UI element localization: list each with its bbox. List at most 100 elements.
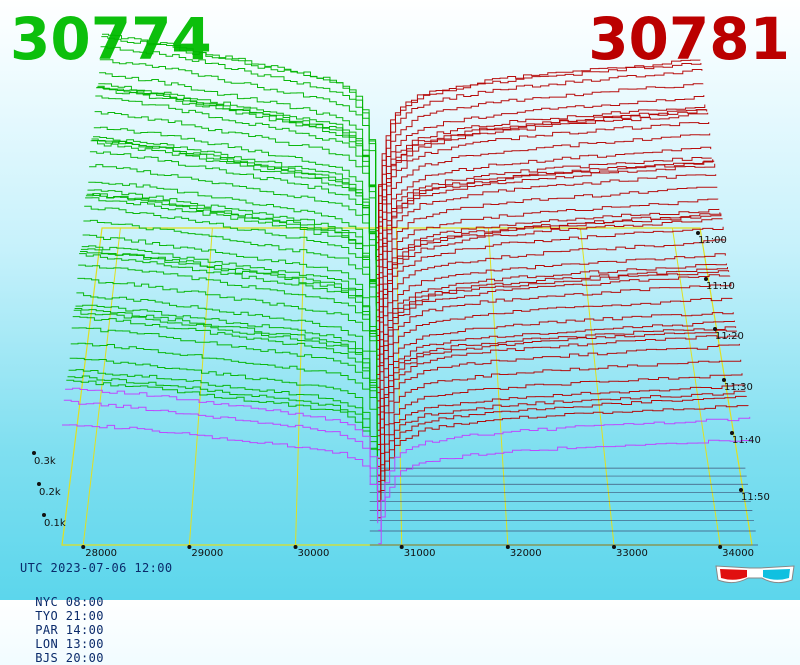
bid-depth-curve [96,87,377,261]
ask-depth-curve [378,384,744,492]
ask-depth-curve [377,213,722,356]
ask-depth-curve [377,343,740,467]
ask-depth-curve [377,274,731,409]
ask-depth-curve [377,312,734,431]
ask-depth-curve [376,63,702,232]
price-tick-label: 30000 [298,548,330,559]
bid-depth-curve [99,72,377,249]
ask-depth-curve [376,104,706,257]
bid-depth-curve [67,375,378,501]
price-tick-mark [505,545,510,549]
3d-glasses-icon[interactable] [714,560,796,590]
timezone-row: NYC 08:00 TYO 21:00 PAR 14:00 LON 13:00 … [20,581,126,665]
timezone-lon: LON 13:00 [35,637,104,651]
ask-depth-curve [377,270,730,402]
bid-depth-curve [102,33,377,224]
bid-depth-curve [65,387,378,509]
bid-depth-curve [99,59,377,215]
ask-depth-curve [376,109,707,261]
bid-depth-curve [91,138,377,307]
ask-depth-curve [378,359,742,476]
floor-grid-line [82,227,121,546]
ask-depth-curve [376,59,701,229]
price-tick-mark [612,545,616,549]
ask-depth-curve [376,159,714,304]
price-tick-label: 28000 [85,548,117,559]
bid-depth-curve [72,316,378,449]
depth-tick-label: 0.1k [44,518,66,529]
ask-depth-curve [377,198,719,336]
bid-depth-curve [70,342,378,451]
bid-depth-curve [68,369,378,491]
bid-depth-curve [85,193,377,352]
time-tick-mark [730,431,734,435]
bid-depth-curve [75,304,378,436]
ask-depth-curve [376,69,703,238]
time-tick-label: 11:40 [732,435,761,446]
time-tick-label: 11:30 [724,382,753,393]
bid-depth-curve [69,357,378,484]
bid-depth-curve [84,205,377,348]
ask-depth-curve [376,163,716,318]
bid-depth-curve [94,111,377,255]
time-tick-mark [739,488,743,492]
bid-depth-curve [77,277,378,399]
bid-depth-curve [85,197,377,350]
ask-depth-curve [377,226,724,367]
ask-depth-curve [377,253,726,380]
ask-depth-curve [377,326,737,445]
ask-depth-curve [377,263,727,388]
time-tick-mark [713,327,717,331]
bid-depth-curve [93,136,377,299]
bid-depth-curve [66,379,378,508]
ask-depth-curve [376,112,709,275]
bid-depth-curve [95,95,377,258]
bid-depth-curve [92,140,377,304]
ask-depth-curve [377,335,739,459]
price-tick-mark [293,545,298,549]
ask-depth-curve [376,133,711,286]
time-tick-label: 11:50 [741,492,770,503]
floor-grid-line [579,227,615,546]
floor-grid-line [188,227,213,546]
bid-depth-curve [100,46,377,217]
chart-floor [61,227,758,546]
time-tick-mark [722,378,726,382]
depth-tick-label: 0.3k [34,456,56,467]
timezone-bjs: BJS 20:00 [35,651,104,665]
ask-depth-curve [377,297,733,424]
ask-depth-curve [377,283,732,416]
bid-depth-curve [89,151,377,301]
bid-depth-curve [89,164,377,300]
timezone-par: PAR 14:00 [35,623,104,637]
bid-depth-curve [76,292,378,429]
bid-depth-curve [97,85,377,260]
bid-depth-curve [101,36,377,219]
floor-grid-line [487,227,509,546]
bid-depth-curve [83,219,378,350]
time-tick-label: 11:00 [698,235,727,246]
price-tick-mark [187,545,192,549]
bid-depth-curve [90,140,377,305]
bid-depth-curve [81,245,378,388]
ask-depth-curve [378,405,749,519]
ask-depth-curve [377,208,720,341]
bid-depth-curve [73,309,378,448]
ask-depth-curve [377,320,735,437]
floor-grid-line [671,227,721,546]
price-tick-label: 32000 [510,548,542,559]
ask-depth-curve [378,390,746,502]
ask-depth-curve [376,109,708,267]
ask-depth-curve [378,373,743,483]
depth-tick-label: 0.2k [39,487,61,498]
bid-depth-curve [96,86,377,264]
depth-chart: 28000 29000 30000 31000 32000 33000 34000 0.1k 0… [32,33,770,559]
price-tick-mark [718,545,723,549]
ask-depth-curve [377,267,728,394]
bid-depth-curve [86,193,377,349]
price-tick-label: 31000 [404,548,436,559]
bid-depth-curve [88,181,377,336]
ask-depth-curve [377,329,737,451]
ask-depth-curve [378,416,751,531]
depth-tick-mark [42,513,46,517]
